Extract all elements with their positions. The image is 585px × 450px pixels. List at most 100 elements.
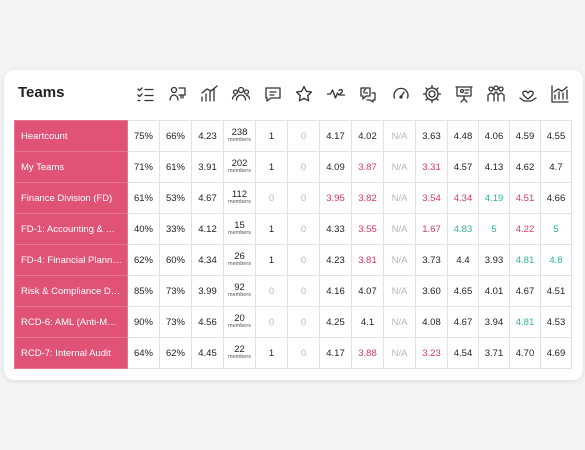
metric-cell: 4.51 — [540, 275, 572, 307]
checklist-icon[interactable] — [135, 84, 155, 104]
team-name-cell[interactable]: Heartcount — [14, 120, 128, 152]
metric-cell: 3.55 — [351, 213, 384, 245]
team-name-cell[interactable]: FD-4: Financial Plann… — [14, 244, 128, 276]
metric-cell: 73% — [159, 306, 192, 338]
heart-hand-icon[interactable] — [518, 84, 538, 104]
metric-cell: 4.67 — [447, 306, 479, 338]
metric-cell: 0 — [287, 151, 320, 183]
member-label: members — [228, 168, 251, 175]
gauge-icon[interactable] — [391, 84, 411, 104]
member-count-cell: 22 members — [223, 337, 256, 369]
team-name-cell[interactable]: Risk & Compliance D… — [14, 275, 128, 307]
metric-cell: 4.33 — [319, 213, 352, 245]
metric-cell: N/A — [383, 244, 416, 276]
metric-cell: 62% — [127, 244, 160, 276]
member-label: members — [228, 323, 251, 330]
page-title: Teams — [18, 84, 65, 101]
metric-cell: 4.12 — [191, 213, 224, 245]
member-count-cell: 20 members — [223, 306, 256, 338]
metric-cell: 33% — [159, 213, 192, 245]
heartbeat-icon[interactable] — [326, 84, 346, 104]
metric-cell: 4.34 — [447, 182, 479, 214]
metric-cell: 4.23 — [191, 120, 224, 152]
metric-cell: 4.17 — [319, 337, 352, 369]
group-icon[interactable] — [231, 84, 251, 104]
table-row[interactable]: FD-4: Financial Plann… 62% 60% 4.34 26 member… — [14, 244, 572, 276]
metric-cell: 3.63 — [415, 120, 448, 152]
metric-cell: N/A — [383, 337, 416, 369]
metric-cell: 0 — [287, 244, 320, 276]
table-row[interactable]: RCD-6: AML (Anti-M… 90% 73% 4.56 20 members 0 0… — [14, 306, 572, 338]
team-name-cell[interactable]: Finance Division (FD) — [14, 182, 128, 214]
metric-cell: 4.55 — [540, 120, 572, 152]
bar-chart-icon[interactable] — [550, 84, 570, 104]
metric-cell: 4.7 — [540, 151, 572, 183]
metric-cell: 4.07 — [351, 275, 384, 307]
metric-cell: 3.99 — [191, 275, 224, 307]
chat-bubble-icon[interactable] — [263, 84, 283, 104]
table-row[interactable]: My Teams 71% 61% 3.91 202 members 1 0 4.09 3.87 N/… — [14, 151, 572, 183]
table-row[interactable]: RCD-7: Internal Audit 64% 62% 4.45 22 members… — [14, 337, 572, 369]
member-count-cell: 202 members — [223, 151, 256, 183]
team-name-cell[interactable]: RCD-6: AML (Anti-M… — [14, 306, 128, 338]
metric-cell: 0 — [287, 306, 320, 338]
metric-cell: 4.16 — [319, 275, 352, 307]
team-name-cell[interactable]: FD-1: Accounting & … — [14, 213, 128, 245]
star-icon[interactable] — [294, 84, 314, 104]
person-board-icon[interactable] — [167, 84, 187, 104]
metric-cell: 4.53 — [540, 306, 572, 338]
metric-cell: 4.08 — [415, 306, 448, 338]
metric-cell: 5 — [478, 213, 510, 245]
table-row[interactable]: FD-1: Accounting & … 40% 33% 4.12 15 members 1… — [14, 213, 572, 245]
metric-cell: 0 — [287, 120, 320, 152]
team-name-cell[interactable]: RCD-7: Internal Audit — [14, 337, 128, 369]
metric-cell: 4.83 — [447, 213, 479, 245]
member-count-cell: 26 members — [223, 244, 256, 276]
member-count: 20 — [234, 312, 245, 324]
metric-cell: 3.23 — [415, 337, 448, 369]
gear-icon[interactable] — [422, 84, 442, 104]
metric-cell: 0 — [255, 306, 288, 338]
table-row[interactable]: Finance Division (FD) 61% 53% 4.67 112 member… — [14, 182, 572, 214]
metric-cell: 4.67 — [191, 182, 224, 214]
metric-cell: 4.34 — [191, 244, 224, 276]
metric-cell: 40% — [127, 213, 160, 245]
member-count: 26 — [234, 250, 245, 262]
presentation-icon[interactable] — [454, 84, 474, 104]
table-row[interactable]: Heartcount 75% 66% 4.23 238 members 1 0 4.17 4.02… — [14, 120, 572, 152]
member-count: 92 — [234, 281, 245, 293]
metric-cell: 4.19 — [478, 182, 510, 214]
metric-cell: 4.45 — [191, 337, 224, 369]
metric-cell: 4.09 — [319, 151, 352, 183]
team-name-cell[interactable]: My Teams — [14, 151, 128, 183]
metric-cell: 4.81 — [509, 244, 541, 276]
metric-cell: 4.22 — [509, 213, 541, 245]
member-count-cell: 92 members — [223, 275, 256, 307]
metric-cell: 0 — [287, 275, 320, 307]
metric-cell: 90% — [127, 306, 160, 338]
metric-cell: 66% — [159, 120, 192, 152]
metric-cell: 4.56 — [191, 306, 224, 338]
member-label: members — [228, 230, 251, 237]
metric-cell: 73% — [159, 275, 192, 307]
metric-cell: 3.73 — [415, 244, 448, 276]
member-count: 112 — [231, 188, 248, 200]
metric-cell: 3.94 — [478, 306, 510, 338]
metric-cell: 3.91 — [191, 151, 224, 183]
metric-cell: 53% — [159, 182, 192, 214]
metric-cell: 3.54 — [415, 182, 448, 214]
team-icon[interactable] — [486, 84, 506, 104]
metric-cell: 4.81 — [509, 306, 541, 338]
metric-cell: 4.65 — [447, 275, 479, 307]
table-row[interactable]: Risk & Compliance D… 85% 73% 3.99 92 members 0… — [14, 275, 572, 307]
metric-cell: 61% — [159, 151, 192, 183]
thumbs-up-icon[interactable] — [358, 84, 378, 104]
metric-cell: 61% — [127, 182, 160, 214]
metric-cell: 3.81 — [351, 244, 384, 276]
metric-cell: 4.25 — [319, 306, 352, 338]
bar-growth-icon[interactable] — [199, 84, 219, 104]
metric-cell: 64% — [127, 337, 160, 369]
metric-cell: 4.48 — [447, 120, 479, 152]
metric-cell: 71% — [127, 151, 160, 183]
teams-table: Heartcount 75% 66% 4.23 238 members 1 0 4.17 4.02… — [14, 120, 572, 369]
